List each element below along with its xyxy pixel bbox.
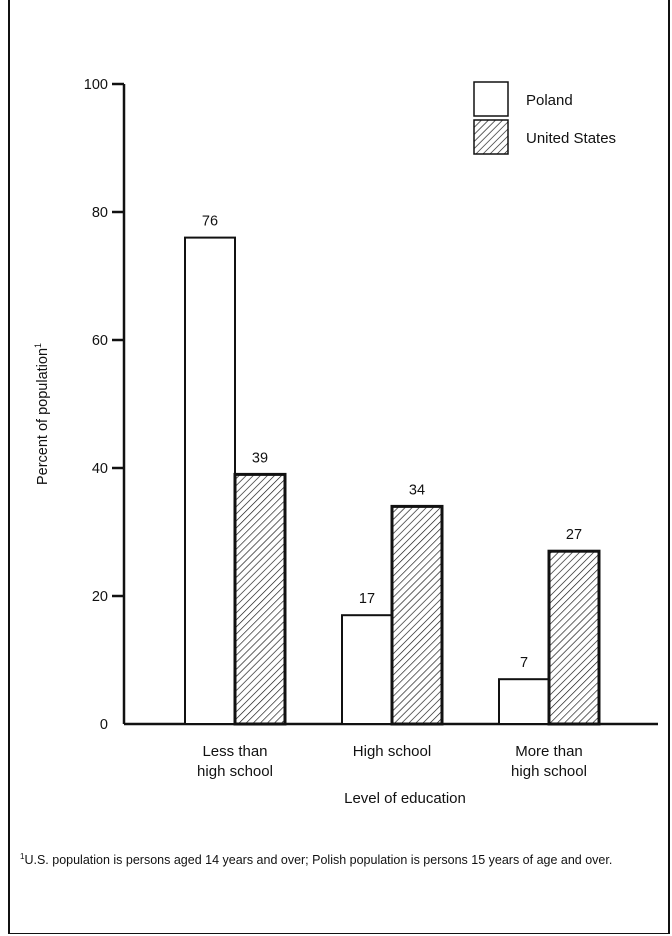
x-tick-label: Less than — [202, 743, 267, 760]
y-tick-label: 100 — [84, 77, 108, 93]
bar-united-states — [547, 549, 601, 726]
legend-label: United States — [526, 130, 616, 147]
footnote: 1U.S. population is persons aged 14 year… — [20, 848, 620, 869]
y-tick-label: 0 — [100, 717, 108, 733]
y-tick-label: 40 — [92, 461, 108, 477]
x-tick-label: high school — [197, 763, 273, 780]
y-tick-label: 20 — [92, 589, 108, 605]
data-label: 39 — [252, 450, 268, 466]
footnote-marker: 1 — [20, 852, 25, 861]
chart-frame — [8, 0, 670, 934]
data-label: 34 — [409, 482, 425, 498]
legend-label: Poland — [526, 92, 573, 109]
x-tick-label: More than — [515, 743, 583, 760]
data-label: 76 — [202, 214, 218, 230]
x-axis-title: Level of education — [344, 790, 466, 807]
data-label: 17 — [359, 591, 375, 607]
data-label: 27 — [566, 527, 582, 543]
bar-united-states — [233, 472, 287, 726]
x-tick-label: High school — [353, 743, 431, 760]
y-axis-title: Percent of population1 — [33, 343, 51, 485]
y-tick-label: 60 — [92, 333, 108, 349]
bar-poland — [184, 236, 236, 725]
legend-swatch-united-states — [473, 119, 509, 155]
bar-united-states — [390, 504, 444, 726]
y-tick-label: 80 — [92, 205, 108, 221]
bar-poland — [498, 678, 550, 726]
data-label: 7 — [520, 655, 528, 671]
legend-swatch-poland — [473, 81, 509, 117]
bar-chart: 0 20 40 60 80 100 Percent of population1 76 39 Le… — [33, 77, 658, 807]
bar-poland — [341, 614, 393, 726]
footnote-text: U.S. population is persons aged 14 years… — [24, 853, 613, 868]
x-tick-label: high school — [511, 763, 587, 780]
